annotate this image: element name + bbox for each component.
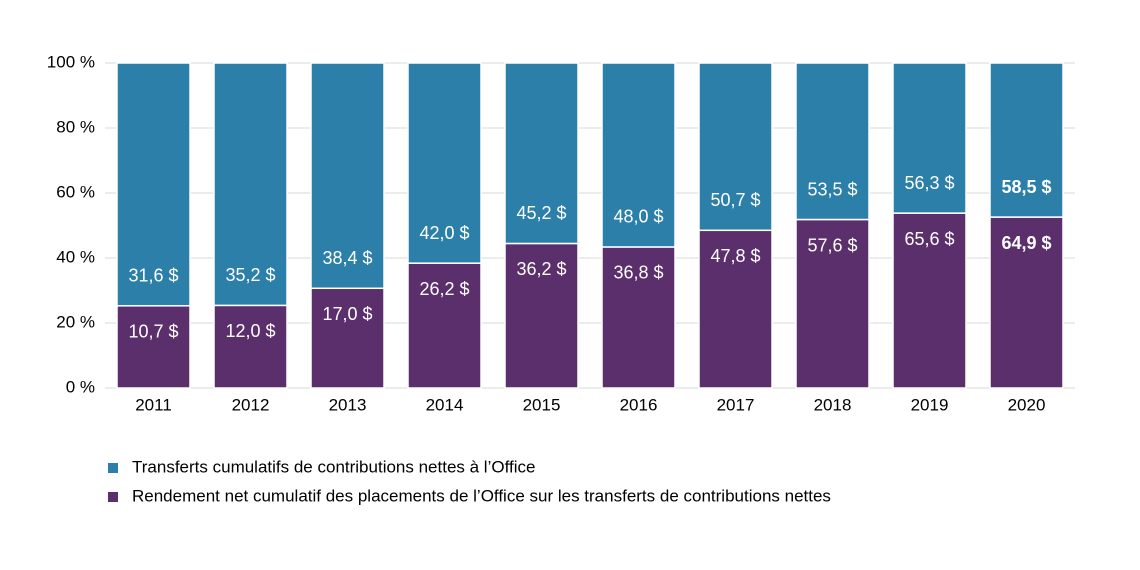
data-label: 17,0 $ — [322, 304, 372, 324]
bar-segment — [698, 62, 773, 232]
x-tick-label: 2015 — [523, 395, 561, 414]
bar-segment — [407, 262, 482, 389]
data-label: 65,6 $ — [904, 229, 954, 249]
data-label: 10,7 $ — [128, 322, 178, 342]
data-label: 35,2 $ — [225, 265, 275, 285]
x-tick-label: 2011 — [135, 395, 172, 414]
y-tick-label: 40 % — [56, 247, 95, 266]
data-label: 53,5 $ — [807, 179, 857, 199]
y-tick-label: 80 % — [56, 117, 95, 136]
data-label: 42,0 $ — [419, 223, 469, 243]
bar-segment — [795, 62, 870, 221]
data-label: 26,2 $ — [419, 279, 469, 299]
bar-segment — [310, 62, 385, 290]
bar-segment — [407, 62, 482, 264]
y-tick-label: 0 % — [66, 377, 95, 396]
bar-segment — [213, 62, 288, 307]
data-label: 57,6 $ — [807, 235, 857, 255]
bar-segment — [989, 62, 1064, 218]
bar-segment — [116, 62, 191, 307]
x-tick-label: 2017 — [717, 395, 755, 414]
data-label: 64,9 $ — [1001, 233, 1051, 253]
data-label: 56,3 $ — [904, 173, 954, 193]
data-label: 48,0 $ — [613, 207, 663, 227]
bar-segment — [601, 62, 676, 248]
y-tick-label: 100 % — [47, 52, 95, 71]
bar-segment — [213, 304, 288, 389]
data-label: 45,2 $ — [516, 203, 566, 223]
x-tick-label: 2016 — [620, 395, 658, 414]
x-tick-label: 2012 — [232, 395, 270, 414]
bar-segment — [892, 212, 967, 389]
bar-segment — [116, 305, 191, 389]
bar-segment — [892, 62, 967, 214]
bar-segment — [601, 246, 676, 389]
data-label: 58,5 $ — [1001, 177, 1051, 197]
bar-segment — [698, 229, 773, 389]
bar-segment — [795, 218, 870, 389]
x-tick-label: 2018 — [814, 395, 852, 414]
legend-swatch — [108, 492, 118, 502]
y-tick-label: 60 % — [56, 182, 95, 201]
data-label: 47,8 $ — [710, 246, 760, 266]
legend-label: Rendement net cumulatif des placements d… — [132, 486, 831, 505]
y-tick-label: 20 % — [56, 312, 95, 331]
legend-label: Transferts cumulatifs de contributions n… — [132, 457, 535, 476]
data-label: 31,6 $ — [128, 266, 178, 286]
data-label: 36,8 $ — [613, 263, 663, 283]
bar-segment — [989, 216, 1064, 389]
bar-segment — [310, 287, 385, 389]
legend-swatch — [108, 463, 118, 473]
x-tick-label: 2013 — [329, 395, 367, 414]
x-tick-label: 2020 — [1008, 395, 1046, 414]
bar-segment — [504, 242, 579, 389]
data-label: 38,4 $ — [322, 248, 372, 268]
data-label: 36,2 $ — [516, 259, 566, 279]
bar-segment — [504, 62, 579, 245]
x-tick-label: 2019 — [911, 395, 949, 414]
data-label: 50,7 $ — [710, 190, 760, 210]
x-tick-label: 2014 — [426, 395, 464, 414]
data-label: 12,0 $ — [225, 321, 275, 341]
